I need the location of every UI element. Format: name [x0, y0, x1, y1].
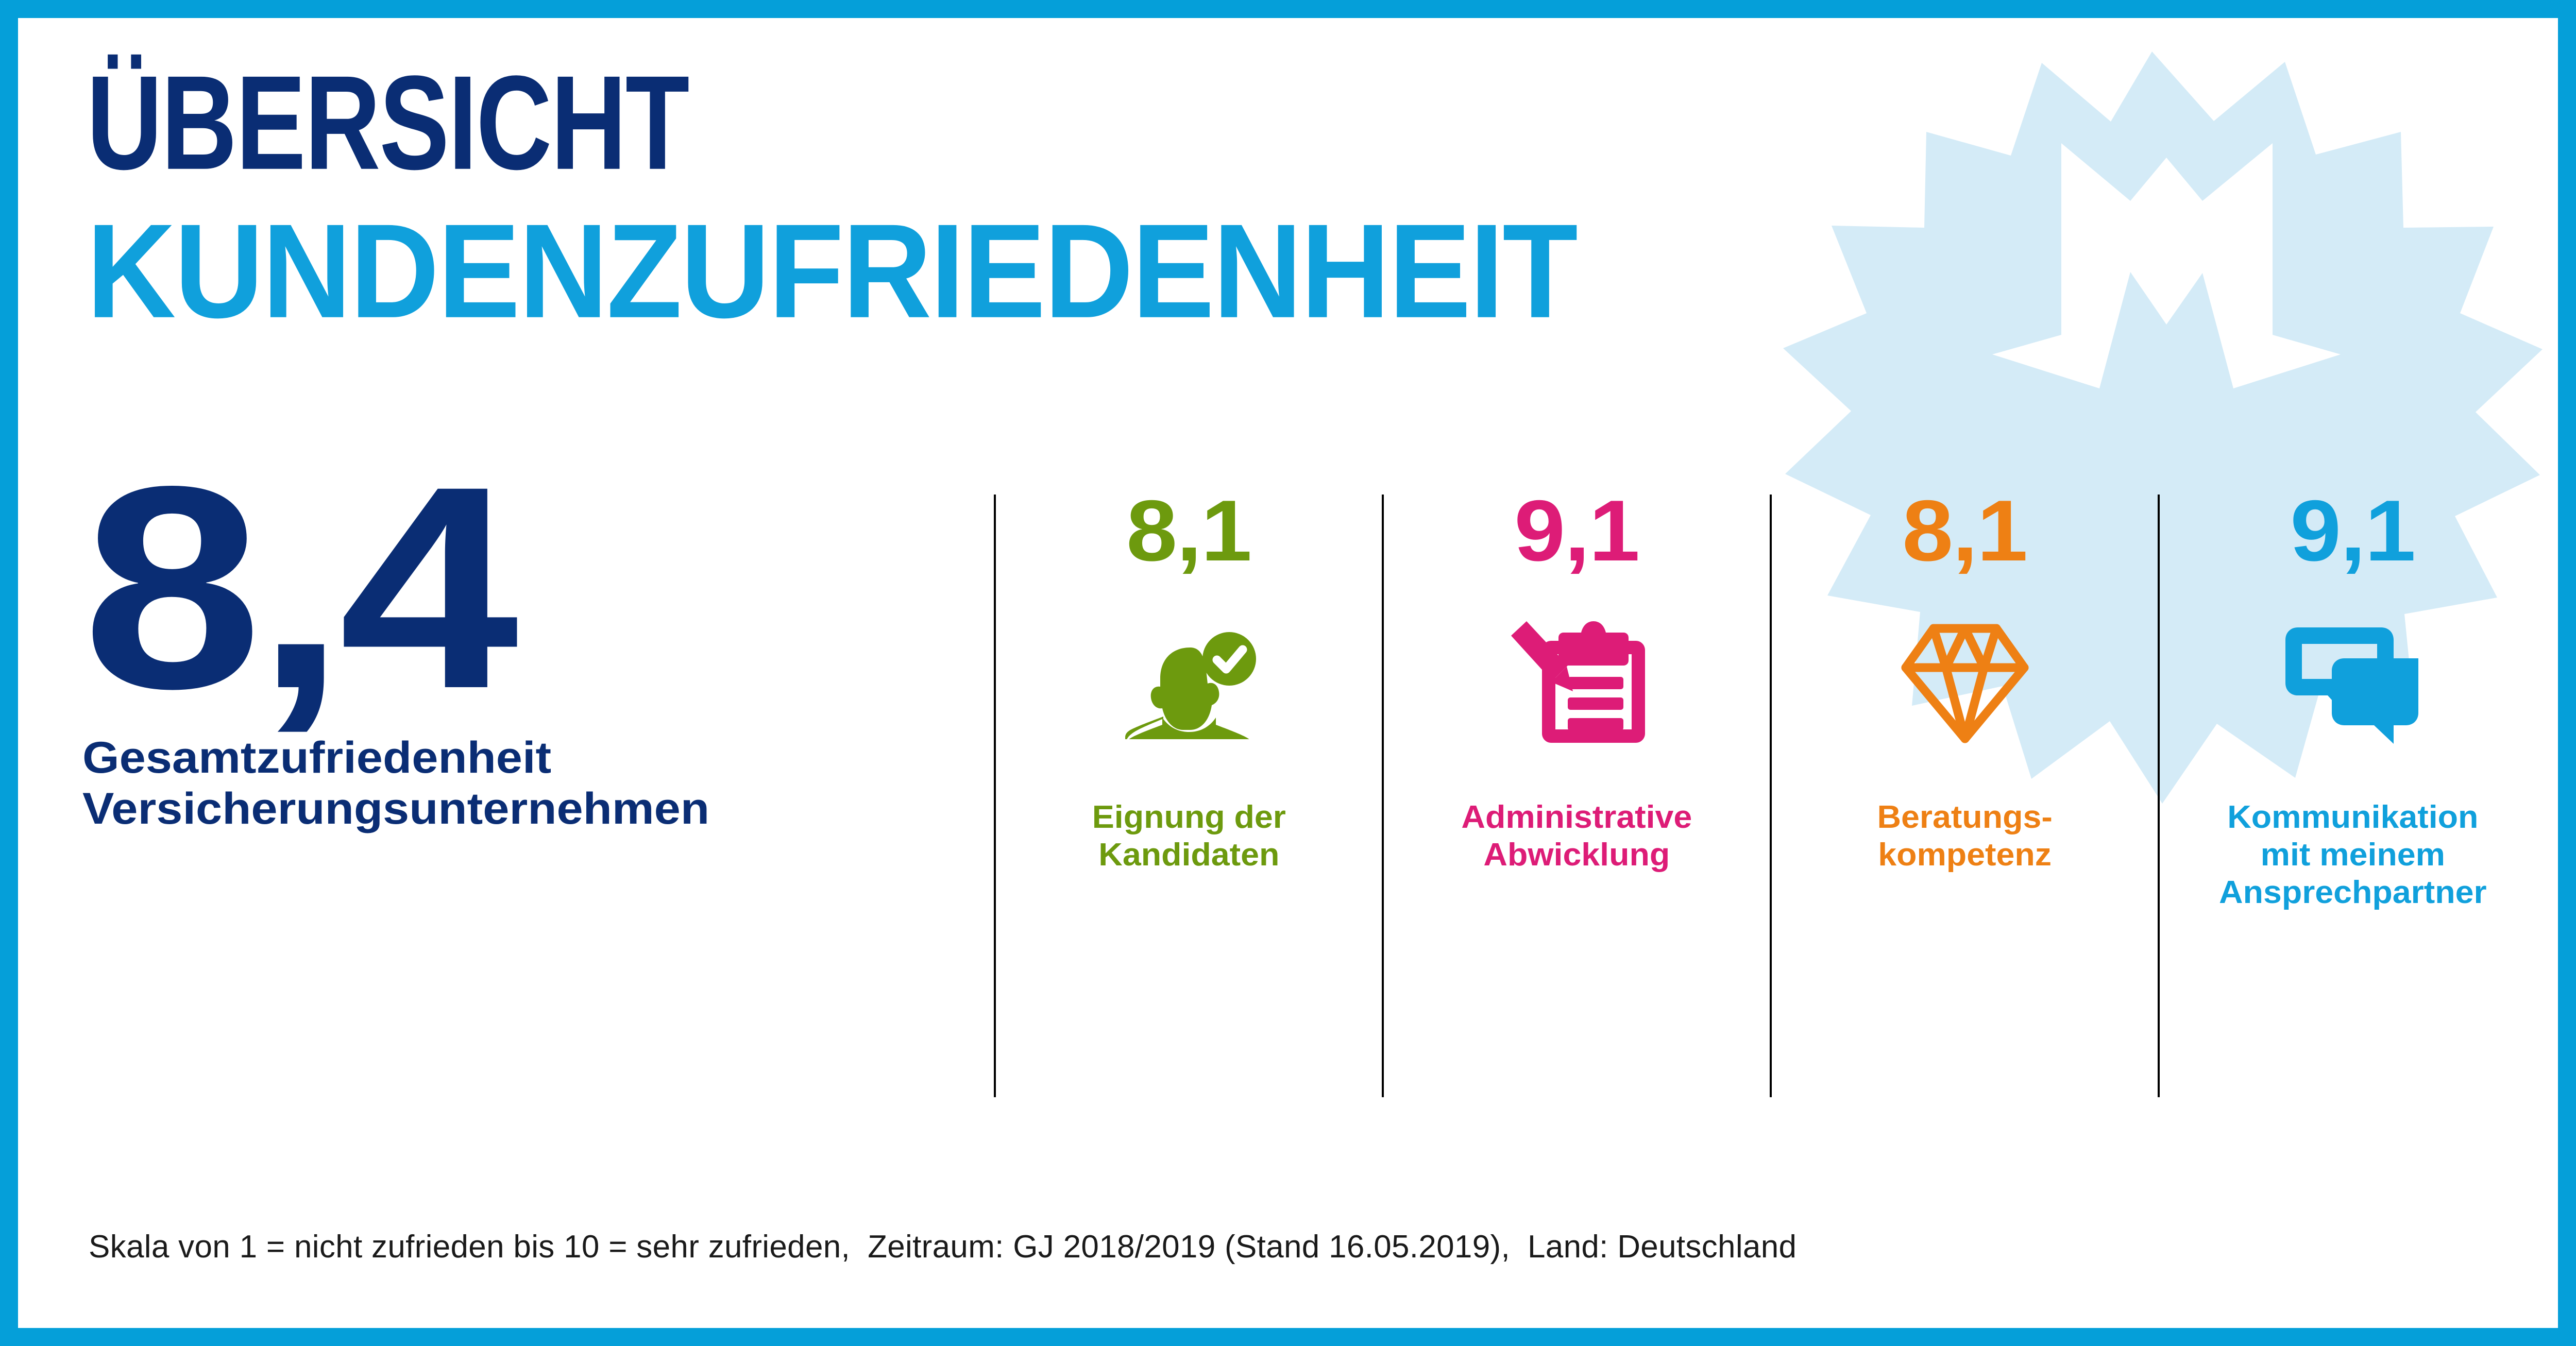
kpi-label-line2: mit meinem	[2260, 837, 2445, 873]
kpi-beratungskompetenz: 8,1 Beratungs- kompetenz	[1770, 487, 2158, 1097]
kpi-label-line2: kompetenz	[1878, 837, 2052, 873]
page-title-line1: ÜBERSICHT	[87, 48, 689, 198]
page-title-line2: KUNDENZUFRIEDENHEIT	[87, 196, 1578, 346]
kpi-value-eignung-der-kandidaten: 8,1	[1126, 482, 1252, 579]
footnote-period: Zeitraum: GJ 2018/2019 (Stand 16.05.2019…	[868, 1229, 1510, 1265]
kpi-columns: 8,1 Eignung der Kandidaten	[994, 487, 2558, 1097]
kpi-label-line3: Ansprechpartner	[2218, 875, 2487, 911]
kpi-value-administrative-abwicklung: 9,1	[1514, 482, 1640, 579]
overall-satisfaction-label-line2: Versicherungsunternehmen	[82, 784, 710, 834]
kpi-value-beratungskompetenz: 8,1	[1902, 482, 2028, 579]
kpi-eignung-der-kandidaten: 8,1 Eignung der Kandidaten	[994, 487, 1382, 1097]
overall-satisfaction-value: 8,4	[82, 426, 519, 748]
kpi-kommunikation: 9,1 Kommunikation mit meinem Anspre	[2158, 487, 2558, 1097]
kpi-label-line1: Beratungs-	[1877, 799, 2053, 835]
kpi-value-kommunikation: 9,1	[2290, 482, 2416, 579]
footnote: Skala von 1 = nicht zufrieden bis 10 = s…	[89, 1229, 1797, 1265]
kpi-administrative-abwicklung: 9,1	[1382, 487, 1770, 1097]
person-check-icon	[1122, 606, 1256, 760]
kpi-label-beratungskompetenz: Beratungs- kompetenz	[1877, 798, 2052, 874]
overall-satisfaction-label: Gesamtzufriedenheit Versicherungsunterne…	[82, 732, 1020, 836]
overall-satisfaction-label-line1: Gesamtzufriedenheit	[82, 732, 552, 782]
footnote-scale: Skala von 1 = nicht zufrieden bis 10 = s…	[89, 1229, 851, 1265]
speech-bubbles-icon	[2283, 606, 2422, 760]
footnote-country: Land: Deutschland	[1527, 1229, 1797, 1265]
kpi-label-line1: Administrative	[1461, 799, 1692, 835]
starburst-seal-decoration	[1770, 31, 2558, 876]
diamond-icon	[1901, 606, 2029, 760]
seal-star-shape	[1783, 52, 2543, 804]
kpi-label-eignung-der-kandidaten: Eignung der Kandidaten	[1092, 798, 1285, 874]
kpi-label-administrative-abwicklung: Administrative Abwicklung	[1462, 798, 1692, 874]
kpi-label-line2: Abwicklung	[1483, 837, 1670, 873]
kpi-label-kommunikation: Kommunikation mit meinem Ansprechpartner	[2219, 798, 2487, 911]
kpi-label-line1: Kommunikation	[2227, 799, 2479, 835]
kpi-label-line1: Eignung der	[1092, 799, 1286, 835]
clipboard-pencil-icon	[1508, 606, 1646, 760]
overall-satisfaction-stat: 8,4 Gesamtzufriedenheit Versicherungsunt…	[82, 443, 958, 835]
kpi-label-line2: Kandidaten	[1098, 837, 1280, 873]
page-title: ÜBERSICHT KUNDENZUFRIEDENHEIT	[87, 56, 1890, 338]
